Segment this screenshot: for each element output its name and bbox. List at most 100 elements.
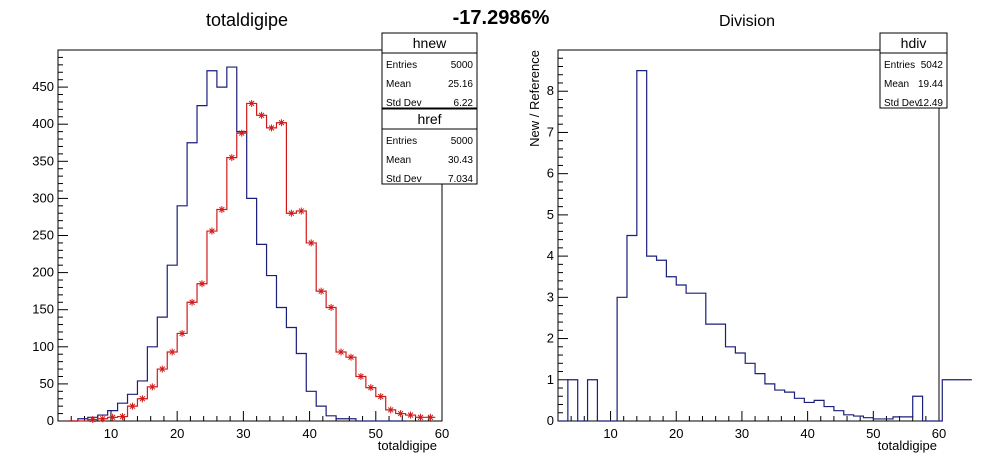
left-stats-label: Std Dev	[386, 98, 422, 109]
left-stats-label: Mean	[386, 79, 411, 90]
left-marker-href	[387, 406, 395, 414]
left-y-tick-label: 100	[32, 339, 54, 354]
left-marker-href	[188, 298, 196, 306]
right-stats-value: 12.49	[918, 98, 943, 109]
left-marker-href	[228, 154, 236, 162]
left-stats-title: hnew	[413, 35, 447, 51]
left-marker-href	[148, 383, 156, 391]
left-marker-href	[307, 239, 315, 247]
left-marker-href	[128, 402, 136, 410]
right-y-tick-label: 7	[547, 124, 554, 139]
left-y-tick-label: 200	[32, 265, 54, 280]
left-marker-href	[89, 416, 97, 424]
right-y-tick-label: 4	[547, 248, 554, 263]
left-marker-href	[178, 329, 186, 337]
left-x-tick-label: 20	[170, 426, 184, 441]
right-x-tick-label: 40	[800, 426, 814, 441]
right-x-tick-label: 60	[932, 426, 946, 441]
left-y-tick-label: 150	[32, 302, 54, 317]
left-x-tick-label: 10	[104, 426, 118, 441]
left-marker-href	[218, 206, 226, 214]
left-marker-href	[337, 348, 345, 356]
right-y-axis-label: New / Reference	[527, 50, 542, 147]
right-y-tick-label: 8	[547, 83, 554, 98]
right-x-tick-label: 20	[669, 426, 683, 441]
right-stats-title: hdiv	[901, 35, 927, 51]
left-stats-value: 7.034	[448, 174, 473, 185]
left-y-tick-label: 0	[47, 413, 54, 428]
right-stats-label: Std Dev	[884, 98, 920, 109]
right-stats-label: Entries	[884, 60, 915, 71]
left-x-tick-label: 30	[236, 426, 250, 441]
left-marker-href	[277, 119, 285, 127]
left-marker-href	[99, 415, 107, 423]
right-plot-frame	[557, 49, 940, 422]
left-marker-href	[248, 99, 256, 107]
right-x-axis-label: totaldigipe	[878, 438, 937, 453]
right-y-tick-label: 5	[547, 207, 554, 222]
left-marker-href	[238, 129, 246, 137]
right-y-tick-label: 1	[547, 372, 554, 387]
left-marker-href	[426, 413, 434, 421]
right-x-tick-label: 50	[866, 426, 880, 441]
left-marker-href	[377, 393, 385, 401]
left-marker-href	[198, 280, 206, 288]
left-stats-value: 5000	[451, 136, 474, 147]
page-title: -17.2986%	[453, 7, 550, 29]
left-marker-href	[268, 124, 276, 132]
left-y-tick-label: 250	[32, 228, 54, 243]
left-x-tick-label: 40	[302, 426, 316, 441]
right-y-tick-label: 0	[547, 413, 554, 428]
left-stats-label: Mean	[386, 155, 411, 166]
right-y-tick-label: 6	[547, 166, 554, 181]
right-x-tick-label: 30	[735, 426, 749, 441]
right-y-tick-label: 3	[547, 289, 554, 304]
left-marker-href	[416, 413, 424, 421]
left-marker-href	[357, 372, 365, 380]
left-marker-href	[327, 303, 335, 311]
left-marker-href	[168, 348, 176, 356]
left-y-tick-label: 350	[32, 153, 54, 168]
left-marker-href	[407, 411, 415, 419]
right-chart-title: Division	[719, 13, 775, 30]
left-marker-href	[158, 365, 166, 373]
right-stats-value: 19.44	[918, 79, 943, 90]
left-y-tick-label: 50	[40, 376, 54, 391]
right-x-tick-label: 10	[603, 426, 617, 441]
left-stats-title: href	[417, 111, 441, 127]
left-marker-href	[138, 395, 146, 403]
left-marker-href	[397, 410, 405, 418]
left-x-tick-label: 50	[369, 426, 383, 441]
left-marker-href	[347, 353, 355, 361]
left-y-tick-label: 300	[32, 190, 54, 205]
left-marker-href	[367, 384, 375, 392]
right-stats-label: Mean	[884, 79, 909, 90]
left-y-tick-label: 400	[32, 116, 54, 131]
left-stats-label: Entries	[386, 136, 417, 147]
histogram-panel-left: totaldigipe totaldigipe 10 20 30 40 50 60 0 50 1…	[32, 10, 478, 453]
left-stats-box-hnew: hnew Entries 5000 Mean 25.16 Std Dev 6.22	[381, 32, 478, 109]
left-y-tick-label: 450	[32, 79, 54, 94]
left-stats-value: 25.16	[448, 79, 473, 90]
left-marker-href	[258, 111, 266, 119]
right-y-tick-label: 2	[547, 331, 554, 346]
left-stats-label: Std Dev	[386, 174, 422, 185]
left-stats-value: 30.43	[448, 155, 473, 166]
left-marker-href	[208, 227, 216, 235]
left-marker-href	[109, 413, 117, 421]
histogram-panel-right: Division totaldigipe New / Reference 10 2…	[527, 13, 972, 453]
right-stats-value: 5042	[921, 60, 944, 71]
right-series-hdiv	[558, 70, 972, 422]
left-series-href	[67, 102, 436, 422]
left-chart-title: totaldigipe	[206, 10, 288, 30]
left-marker-href	[297, 207, 305, 215]
left-marker-href	[317, 287, 325, 295]
left-series-hnew	[67, 66, 406, 422]
left-stats-value: 6.22	[454, 98, 474, 109]
left-x-tick-label: 60	[435, 426, 449, 441]
left-marker-href	[287, 209, 295, 217]
left-stats-value: 5000	[451, 60, 474, 71]
